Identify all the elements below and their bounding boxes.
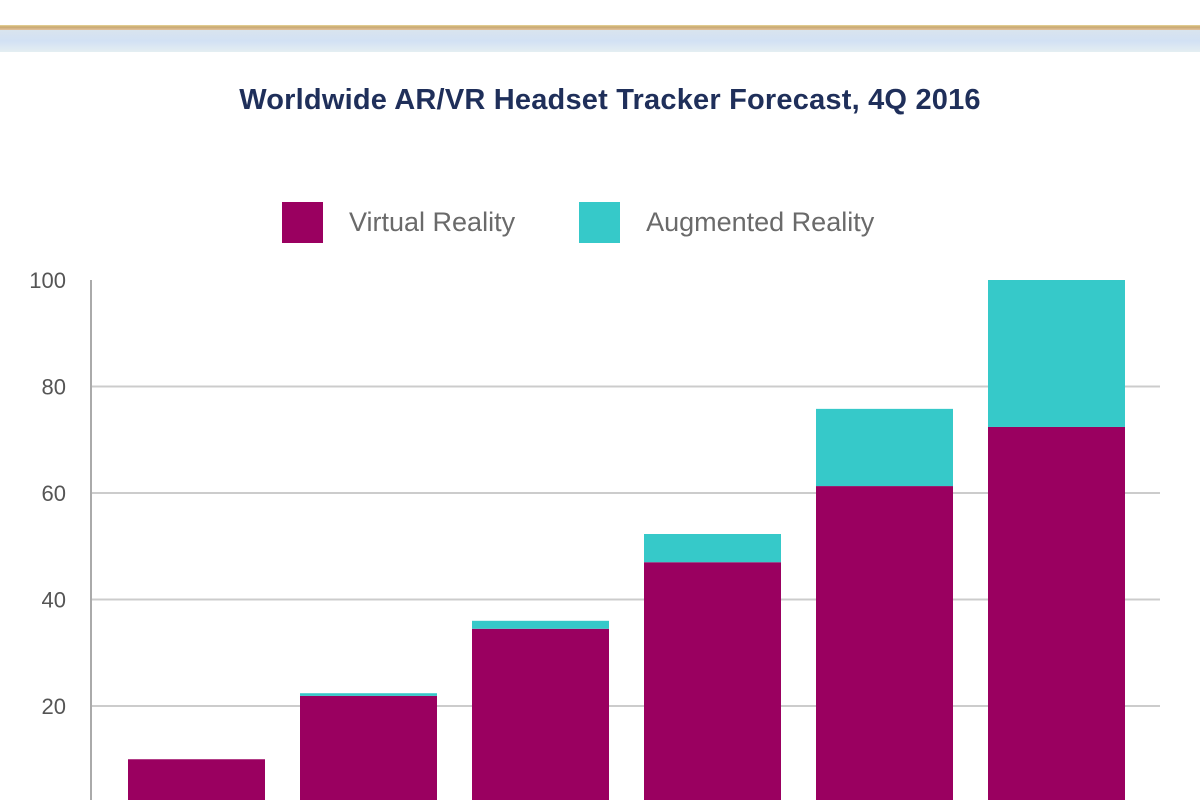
bar-augmented-reality-6 [988, 280, 1125, 427]
legend-item-virtual-reality: Virtual Reality [282, 202, 515, 243]
y-tick-label-60: 60 [42, 481, 66, 506]
y-axis-tick-labels: 20 40 60 80 100 [29, 268, 66, 719]
bar-virtual-reality-1 [128, 759, 265, 800]
bar-virtual-reality-2 [300, 695, 437, 800]
bar-virtual-reality-3 [472, 628, 609, 800]
bar-virtual-reality-6 [988, 426, 1125, 800]
bar-augmented-reality-2 [300, 693, 437, 696]
bar-augmented-reality-5 [816, 408, 953, 487]
y-tick-label-40: 40 [42, 588, 66, 613]
header-gold-rule [0, 25, 1200, 30]
bar-virtual-reality-4 [644, 562, 781, 800]
bar-augmented-reality-3 [472, 620, 609, 629]
chart-title: Worldwide AR/VR Headset Tracker Forecast… [239, 84, 981, 116]
legend-label-virtual-reality: Virtual Reality [349, 207, 516, 237]
legend-label-augmented-reality: Augmented Reality [646, 207, 875, 237]
bar-virtual-reality-5 [816, 486, 953, 800]
legend-item-augmented-reality: Augmented Reality [579, 202, 874, 243]
bar-augmented-reality-4 [644, 534, 781, 563]
bars [128, 280, 1125, 800]
legend-swatch-virtual-reality [282, 202, 323, 243]
header-blue-band [0, 30, 1200, 52]
gridlines [91, 385, 1160, 707]
legend-swatch-augmented-reality [579, 202, 621, 243]
y-tick-label-100: 100 [29, 268, 66, 293]
y-tick-label-20: 20 [42, 694, 66, 719]
chart-legend: Virtual Reality Augmented Reality [282, 202, 874, 243]
y-tick-label-80: 80 [42, 375, 66, 400]
